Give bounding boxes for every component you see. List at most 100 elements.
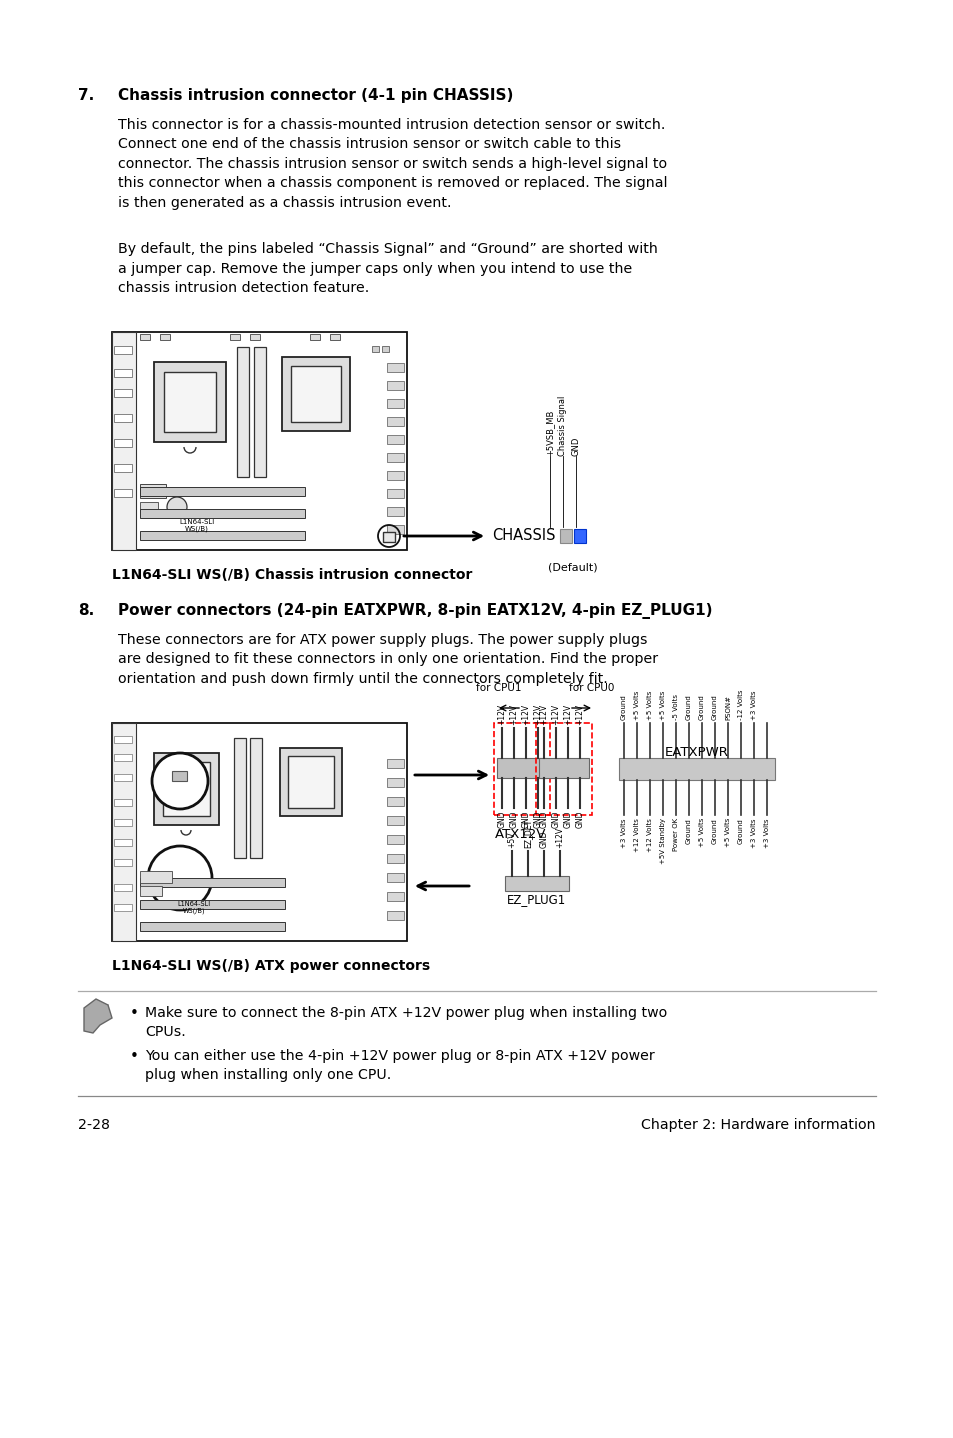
- Text: GND: GND: [539, 831, 548, 848]
- Bar: [230, 334, 240, 339]
- Text: for CPU1: for CPU1: [476, 683, 521, 693]
- Text: GND: GND: [551, 811, 560, 828]
- Text: EZ_DET: EZ_DET: [523, 818, 532, 848]
- Text: •: •: [130, 1007, 139, 1021]
- Text: +5 Volts: +5 Volts: [659, 690, 665, 720]
- Bar: [504, 876, 568, 892]
- Text: +12V: +12V: [497, 703, 506, 725]
- Bar: [387, 381, 403, 390]
- Text: -5 Volts: -5 Volts: [672, 695, 679, 720]
- Text: GND: GND: [539, 811, 548, 828]
- Bar: [113, 774, 132, 781]
- Bar: [112, 723, 407, 940]
- Bar: [172, 771, 187, 781]
- Text: +12 Volts: +12 Volts: [646, 818, 652, 851]
- Text: +12V: +12V: [563, 703, 572, 725]
- Bar: [387, 362, 403, 372]
- Bar: [140, 485, 166, 498]
- Text: Ground: Ground: [699, 695, 704, 720]
- Text: +3 Volts: +3 Volts: [750, 690, 757, 720]
- Text: +5 Volts: +5 Volts: [724, 818, 730, 847]
- Bar: [113, 489, 132, 498]
- Bar: [113, 838, 132, 846]
- Bar: [140, 487, 305, 496]
- Bar: [387, 835, 403, 844]
- Bar: [387, 489, 403, 498]
- Text: +5 Volts: +5 Volts: [699, 818, 704, 847]
- Text: +12V: +12V: [551, 703, 560, 725]
- Text: +12V: +12V: [509, 703, 518, 725]
- Text: +3 Volts: +3 Volts: [620, 818, 626, 847]
- Bar: [280, 748, 341, 815]
- Bar: [387, 854, 403, 863]
- Text: Chassis intrusion connector (4-1 pin CHASSIS): Chassis intrusion connector (4-1 pin CHA…: [118, 88, 513, 104]
- Text: Ground: Ground: [711, 695, 718, 720]
- Bar: [140, 334, 150, 339]
- Text: This connector is for a chassis-mounted intrusion detection sensor or switch.
Co: This connector is for a chassis-mounted …: [118, 118, 667, 210]
- Bar: [113, 736, 132, 743]
- Bar: [387, 472, 403, 480]
- Text: These connectors are for ATX power supply plugs. The power supply plugs
are desi: These connectors are for ATX power suppl…: [118, 633, 658, 686]
- Bar: [163, 762, 210, 815]
- Text: GND: GND: [563, 811, 572, 828]
- Text: CHASSIS: CHASSIS: [492, 529, 555, 544]
- Bar: [250, 738, 262, 858]
- Text: You can either use the 4-pin +12V power plug or 8-pin ATX +12V power
plug when i: You can either use the 4-pin +12V power …: [145, 1048, 654, 1083]
- Bar: [387, 797, 403, 807]
- Bar: [233, 738, 246, 858]
- Bar: [140, 502, 158, 512]
- Bar: [387, 815, 403, 825]
- Circle shape: [148, 846, 212, 910]
- Bar: [112, 332, 407, 549]
- Text: -12 Volts: -12 Volts: [738, 689, 743, 720]
- Text: Ground: Ground: [620, 695, 626, 720]
- Text: By default, the pins labeled “Chassis Signal” and “Ground” are shorted with
a ju: By default, the pins labeled “Chassis Si…: [118, 242, 658, 295]
- Text: GND: GND: [509, 811, 518, 828]
- Bar: [387, 417, 403, 426]
- Text: +5V Standby: +5V Standby: [659, 818, 665, 864]
- Text: GND: GND: [533, 811, 542, 828]
- Bar: [559, 529, 572, 544]
- Bar: [113, 414, 132, 421]
- Bar: [140, 871, 172, 883]
- Bar: [112, 723, 136, 940]
- Text: •: •: [130, 1048, 139, 1064]
- Bar: [113, 905, 132, 912]
- Text: +12V: +12V: [533, 703, 542, 725]
- Bar: [387, 453, 403, 462]
- Bar: [282, 357, 350, 431]
- Text: for CPU0: for CPU0: [568, 683, 614, 693]
- Bar: [291, 367, 340, 421]
- Bar: [288, 756, 334, 808]
- Text: EZ_PLUG1: EZ_PLUG1: [507, 893, 566, 906]
- Bar: [113, 754, 132, 761]
- Text: ATX12V: ATX12V: [495, 828, 546, 841]
- Text: L1N64-SLI WS(/B) ATX power connectors: L1N64-SLI WS(/B) ATX power connectors: [112, 959, 430, 974]
- Text: L1N64-SLI
WS(/B): L1N64-SLI WS(/B): [179, 519, 214, 532]
- Bar: [387, 892, 403, 902]
- Bar: [140, 900, 285, 909]
- Text: +3 Volts: +3 Volts: [750, 818, 757, 847]
- Bar: [113, 800, 132, 807]
- Bar: [497, 758, 546, 778]
- Text: +5 Volts: +5 Volts: [634, 690, 639, 720]
- Bar: [574, 529, 585, 544]
- Bar: [140, 886, 162, 896]
- Bar: [387, 873, 403, 881]
- Bar: [113, 464, 132, 472]
- Text: +12V: +12V: [521, 703, 530, 725]
- Bar: [494, 723, 550, 815]
- FancyArrowPatch shape: [87, 1005, 108, 1022]
- Text: +3 Volts: +3 Volts: [763, 818, 769, 847]
- Text: Chassis Signal: Chassis Signal: [558, 395, 567, 456]
- Bar: [387, 436, 403, 444]
- Bar: [618, 758, 774, 779]
- Bar: [387, 778, 403, 787]
- Text: Power connectors (24-pin EATXPWR, 8-pin EATX12V, 4-pin EZ_PLUG1): Power connectors (24-pin EATXPWR, 8-pin …: [118, 603, 712, 618]
- Text: +12V: +12V: [539, 703, 548, 725]
- Bar: [140, 922, 285, 930]
- Text: Ground: Ground: [711, 818, 718, 844]
- Text: +5V: +5V: [507, 831, 516, 848]
- Bar: [330, 334, 339, 339]
- Bar: [113, 858, 132, 866]
